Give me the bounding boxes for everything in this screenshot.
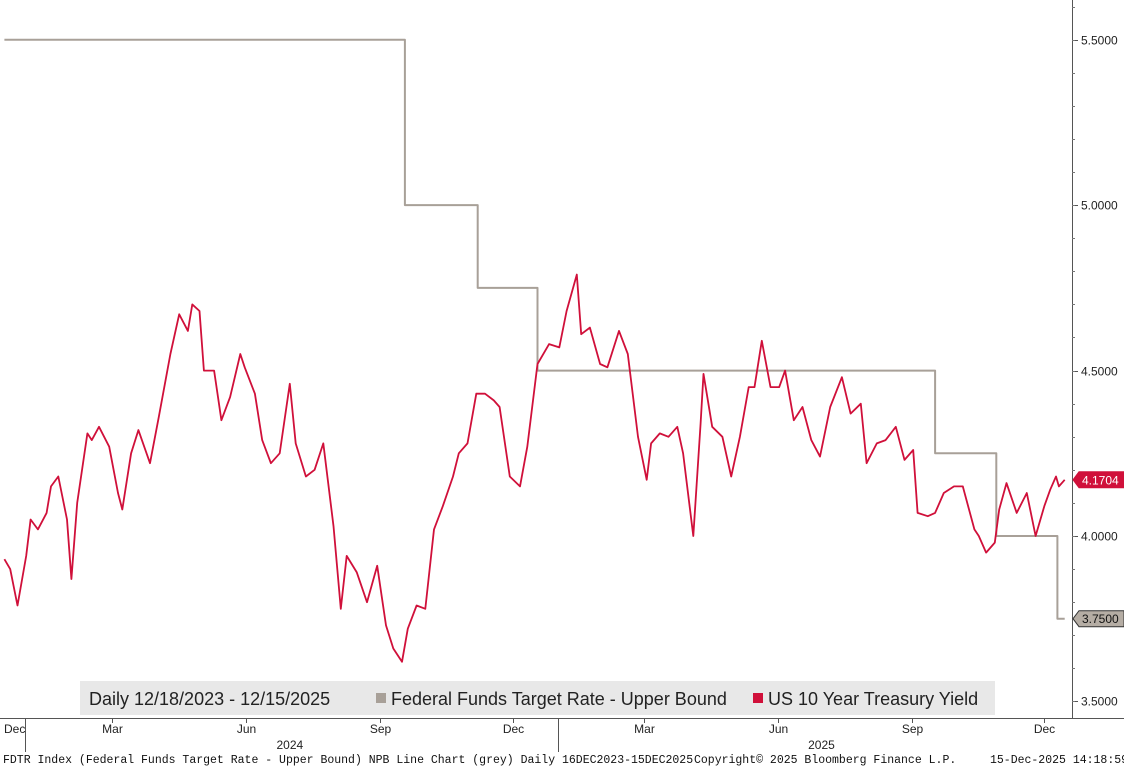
y-tick-label: 4.5000	[1081, 365, 1118, 379]
legend-swatch-fed-funds	[376, 693, 386, 703]
legend-label-treasury: US 10 Year Treasury Yield	[768, 689, 978, 709]
x-tick-label: Jun	[237, 722, 256, 736]
chart-svg: 3.5000 4.0000 4.5000 5.0000 5.5000 Dec Mar Jun S…	[0, 0, 1124, 752]
x-tick-label: Sep	[370, 722, 392, 736]
y-tick-label: 4.0000	[1081, 530, 1118, 544]
x-tick-label: Sep	[902, 722, 924, 736]
treasury-yield-series-line	[3, 273, 1066, 663]
legend-swatch-treasury	[753, 693, 763, 703]
last-value-tag-shape	[1072, 471, 1124, 489]
last-value-tag-label: 3.7500	[1082, 612, 1119, 626]
fed-funds-series-line	[4, 38, 1065, 620]
x-tick-label: Mar	[102, 722, 123, 736]
x-tick-label: Dec	[503, 722, 524, 736]
footer-timestamp: 15-Dec-2025 14:18:59	[990, 754, 1124, 767]
x-year-label: 2025	[808, 738, 835, 752]
x-tick-label: Dec	[4, 722, 25, 736]
x-tick-label: Jun	[769, 722, 788, 736]
legend-label-fed-funds: Federal Funds Target Rate - Upper Bound	[391, 689, 727, 709]
x-year-label: 2024	[276, 738, 303, 752]
fed-funds-last-value-tag: 3.7500	[1072, 610, 1124, 628]
y-tick-label: 5.5000	[1081, 34, 1118, 48]
footer-description: FDTR Index (Federal Funds Target Rate - …	[3, 754, 694, 767]
footer-bar: FDTR Index (Federal Funds Target Rate - …	[0, 752, 1124, 771]
treasury-last-value-tag: 4.1704	[1072, 471, 1124, 489]
legend-background	[80, 681, 995, 715]
footer-copyright: Copyright© 2025 Bloomberg Finance L.P.	[694, 754, 957, 767]
x-tick-label: Mar	[634, 722, 655, 736]
y-tick-label: 3.5000	[1081, 695, 1118, 709]
last-value-tag-label: 4.1704	[1082, 473, 1119, 487]
x-tick-label: Dec	[1034, 722, 1055, 736]
legend-period-label: Daily 12/18/2023 - 12/15/2025	[89, 689, 330, 709]
legend: Daily 12/18/2023 - 12/15/2025 Federal Fun…	[80, 681, 995, 715]
last-value-tag-shape	[1072, 610, 1124, 628]
y-tick-label: 5.0000	[1081, 199, 1118, 213]
